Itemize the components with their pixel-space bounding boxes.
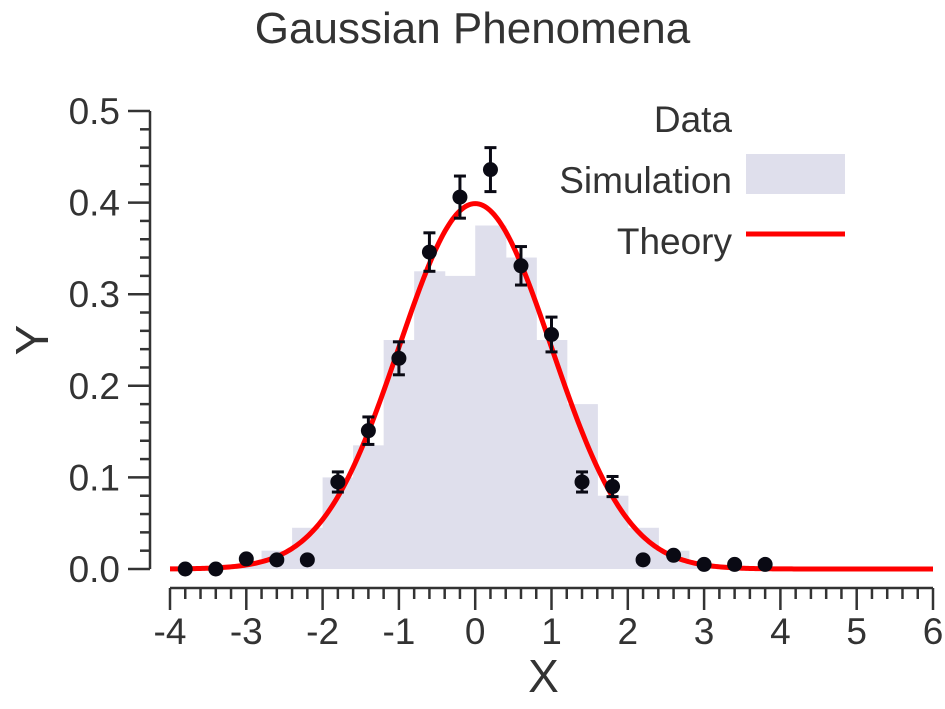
data-point <box>727 556 743 572</box>
simulation-bar <box>444 275 476 569</box>
simulation-bar <box>353 445 385 569</box>
x-tick-label: 3 <box>694 611 715 652</box>
chart-title: Gaussian Phenomena <box>254 4 691 53</box>
y-axis-label: Y <box>6 325 58 356</box>
legend-label-theory: Theory <box>617 221 733 262</box>
data-point <box>391 350 407 366</box>
x-tick-label: 4 <box>770 611 791 652</box>
data-point <box>421 244 437 260</box>
simulation-histogram <box>231 225 720 569</box>
x-tick-label: -2 <box>306 611 339 652</box>
data-point <box>666 547 682 563</box>
y-tick-label: 0.2 <box>69 366 120 407</box>
x-tick-label: 6 <box>923 611 944 652</box>
x-tick-label: -1 <box>382 611 415 652</box>
data-point <box>269 552 285 568</box>
data-point <box>513 258 529 274</box>
y-tick-label: 0.1 <box>69 457 120 498</box>
data-point <box>574 474 590 490</box>
legend-label-simulation: Simulation <box>559 160 732 201</box>
simulation-bar <box>597 495 629 569</box>
x-tick-label: 2 <box>618 611 639 652</box>
simulation-bar <box>414 271 446 569</box>
data-points <box>177 146 773 577</box>
x-tick-label: 5 <box>846 611 867 652</box>
data-point <box>360 423 376 439</box>
legend: Data Simulation Theory <box>559 99 845 262</box>
simulation-bar <box>475 225 507 569</box>
y-tick-label: 0.0 <box>69 549 120 590</box>
data-point <box>238 551 254 567</box>
legend-title: Data <box>654 99 733 140</box>
data-point <box>696 556 712 572</box>
x-axis-label: X <box>528 650 559 702</box>
axes: 0.0 0.1 0.2 0.3 0.4 0.5 -4 -3 -2 -1 0 1 2 3 4 5 6 X Y <box>6 91 943 702</box>
data-point <box>452 189 468 205</box>
data-point <box>299 552 315 568</box>
x-tick-label: -3 <box>230 611 263 652</box>
x-tick-label: 0 <box>465 611 486 652</box>
legend-swatch-simulation <box>746 154 845 194</box>
data-point <box>757 556 773 572</box>
data-point <box>544 327 559 343</box>
x-tick-label: 1 <box>541 611 562 652</box>
y-tick-label: 0.5 <box>69 91 120 132</box>
data-point <box>482 162 498 178</box>
data-point <box>635 552 651 568</box>
y-tick-label: 0.3 <box>69 274 120 315</box>
simulation-bar <box>505 257 537 569</box>
y-tick-label: 0.4 <box>69 183 120 224</box>
data-point <box>330 474 346 490</box>
data-point <box>208 561 224 577</box>
data-point <box>177 561 193 577</box>
x-tick-label: -4 <box>154 611 187 652</box>
data-point <box>605 479 621 495</box>
